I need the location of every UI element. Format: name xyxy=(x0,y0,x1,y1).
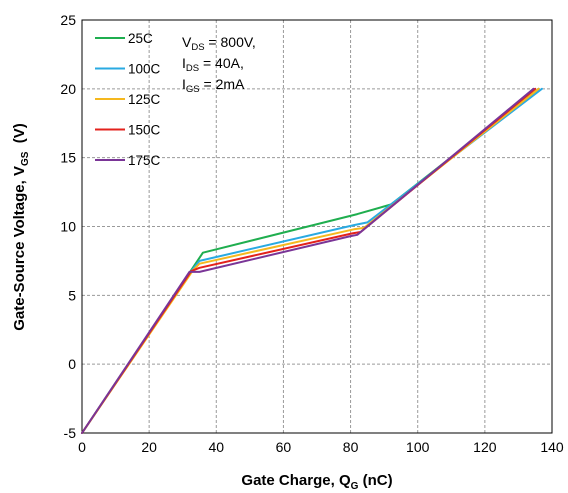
x-tick-label: 80 xyxy=(343,439,359,455)
x-axis-label: Gate Charge, QG (nC) xyxy=(241,472,392,492)
legend-label-25c: 25C xyxy=(128,31,153,46)
series-line-175c xyxy=(81,87,535,434)
x-tick-label: 20 xyxy=(141,439,157,455)
legend-label-100c: 100C xyxy=(128,62,161,77)
y-tick-label: -5 xyxy=(64,425,77,441)
annotation-ids: IDS = 40A, xyxy=(182,55,244,74)
x-tick-label: 60 xyxy=(276,439,292,455)
series-line-150c xyxy=(81,87,537,434)
y-tick-label: 0 xyxy=(68,356,76,372)
series-lines xyxy=(81,87,543,434)
grid xyxy=(82,20,552,433)
y-tick-label: 20 xyxy=(60,81,76,97)
x-tick-label: 120 xyxy=(473,439,497,455)
annotation-vds: VDS = 800V, xyxy=(182,34,256,53)
legend-label-175c: 175C xyxy=(128,153,161,168)
x-tick-label: 100 xyxy=(406,439,430,455)
annotation-igs: IGS = 2mA xyxy=(182,76,245,95)
x-tick-label: 140 xyxy=(540,439,564,455)
legend: 25C 100C 125C 150C 175C xyxy=(95,31,161,168)
legend-label-125c: 125C xyxy=(128,92,161,107)
plot-frame xyxy=(81,19,553,434)
y-tick-label: 5 xyxy=(68,287,76,303)
legend-label-150c: 150C xyxy=(128,123,161,138)
y-axis-label: Gate-Source Voltage, VGS (V) xyxy=(11,123,31,331)
test-conditions-annotation: VDS = 800V, IDS = 40A, IGS = 2mA xyxy=(182,34,256,95)
y-tick-label: 10 xyxy=(60,219,76,235)
x-tick-labels: 0 20 40 60 80 100 120 140 xyxy=(78,439,564,455)
y-tick-label: 15 xyxy=(60,150,76,166)
x-tick-label: 0 xyxy=(78,439,86,455)
y-tick-label: 25 xyxy=(60,12,76,28)
y-tick-labels: -5 0 5 10 15 20 25 xyxy=(60,12,76,441)
x-tick-label: 40 xyxy=(208,439,224,455)
